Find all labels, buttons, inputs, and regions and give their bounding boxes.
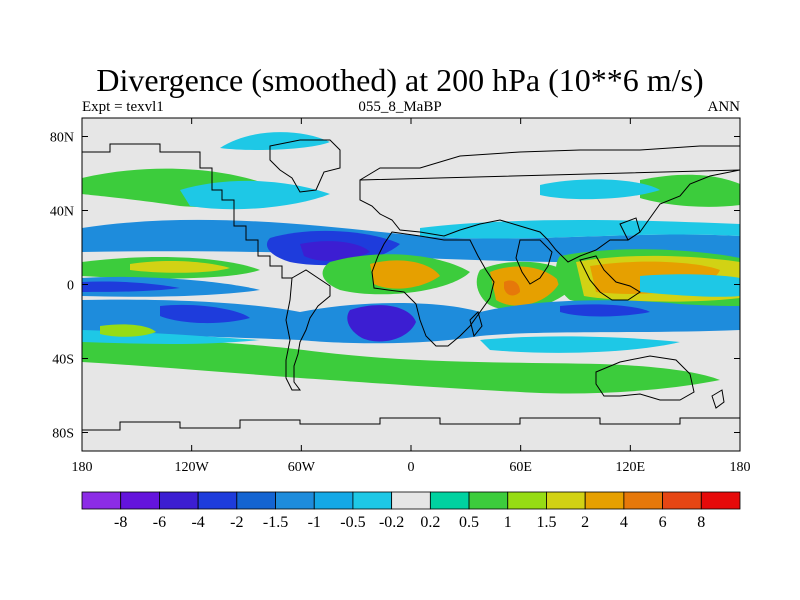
band-nsub-cyan — [420, 220, 740, 239]
colorbar-label: 6 — [659, 514, 667, 531]
y-tick-label: 0 — [67, 279, 74, 294]
colorbar-label: 2 — [581, 514, 589, 531]
band-eq-east-cyan — [640, 274, 740, 297]
colorbar-swatch — [236, 491, 276, 510]
band-north-cyan — [180, 180, 330, 210]
band-eq-india-orange — [490, 266, 560, 306]
band-ssub-darkblue-w — [160, 304, 250, 324]
y-tick-label: 40S — [52, 353, 74, 368]
colorbar-label: -6 — [153, 514, 166, 531]
colorbar-swatch — [197, 491, 238, 510]
band-ssub-darkblue-sa — [347, 305, 416, 342]
y-tick-label: 40N — [50, 205, 74, 220]
colorbar-label: 4 — [620, 514, 628, 531]
coast-greenland — [269, 139, 341, 193]
x-tick-label: 120E — [616, 460, 646, 475]
band-south-cyan-e — [480, 336, 680, 353]
band-eq-india-red — [504, 280, 520, 296]
y-tick-label: 80N — [50, 131, 74, 146]
colorbar-swatch — [662, 491, 702, 510]
coast-india — [515, 239, 553, 285]
contour-fill — [82, 132, 740, 394]
band-eq-africa-orange — [370, 260, 440, 289]
coast-antarctica — [82, 417, 740, 431]
coast-eurasia — [359, 145, 740, 263]
x-tick-label: 0 — [408, 460, 415, 475]
x-tick-label: 120W — [175, 460, 210, 475]
coast-new-zealand — [711, 389, 725, 409]
colorbar-label: -0.2 — [379, 514, 404, 531]
colorbar-swatch — [546, 491, 586, 510]
coast-north-america — [82, 143, 292, 279]
colorbar-swatch — [159, 491, 199, 510]
coast-south-america — [285, 269, 331, 391]
x-tick-label: 180 — [730, 460, 751, 475]
colorbar-label: -2 — [230, 514, 243, 531]
band-south-green — [82, 339, 720, 394]
colorbar-swatch — [313, 491, 354, 510]
coast-africa — [371, 231, 495, 347]
colorbar-swatch — [81, 491, 122, 510]
experiment-label: Expt = texvl1 — [82, 99, 164, 115]
band-nsub-indigo — [300, 241, 370, 261]
band-arctic-blue — [220, 132, 330, 150]
x-axis: 180 120W 60W 0 60E 120E 180 — [72, 118, 751, 475]
band-south-yellow-w — [100, 324, 156, 337]
case-label: 055_8_MaBP — [358, 99, 442, 115]
season-label: ANN — [707, 99, 741, 115]
colorbar-swatch — [352, 491, 393, 510]
coast-madagascar — [469, 311, 483, 338]
x-tick-label: 180 — [72, 460, 93, 475]
x-tick-label: 60E — [509, 460, 532, 475]
colorbar-label: 8 — [697, 514, 705, 531]
colorbar-label: 1 — [504, 514, 512, 531]
coastlines — [82, 139, 740, 431]
colorbar: -8 -6 -4 -2 -1.5 -1 -0.5 -0.2 0.2 0.5 1 1.5 2 4 6 8 — [81, 491, 741, 531]
colorbar-label: 0.2 — [420, 514, 440, 531]
colorbar-swatch — [120, 491, 160, 510]
coast-japan — [619, 217, 641, 241]
map-panel — [81, 117, 741, 452]
y-tick-label: 80S — [52, 427, 74, 442]
x-tick-label: 60W — [288, 460, 316, 475]
colorbar-swatch — [429, 491, 470, 510]
colorbar-swatch — [623, 491, 663, 510]
colorbar-swatch — [468, 491, 509, 510]
band-ne-cyan — [540, 179, 660, 200]
colorbar-label: -1 — [308, 514, 321, 531]
band-ne-green — [640, 174, 740, 207]
colorbar-label: -8 — [114, 514, 127, 531]
colorbar-label: 0.5 — [459, 514, 479, 531]
coast-australia — [595, 355, 695, 401]
colorbar-label: -1.5 — [263, 514, 288, 531]
y-axis: 80N 40N 0 40S 80S — [50, 131, 740, 442]
chart-title: Divergence (smoothed) at 200 hPa (10**6 … — [96, 62, 704, 98]
band-eq-north-yellow — [130, 261, 230, 273]
coast-se-asia — [579, 255, 641, 301]
colorbar-label: -0.5 — [340, 514, 365, 531]
band-ssub-darkblue-e — [560, 304, 650, 317]
band-eq-darkblue — [82, 281, 180, 292]
colorbar-label: 1.5 — [536, 514, 556, 531]
colorbar-label: -4 — [191, 514, 204, 531]
colorbar-swatch — [507, 491, 547, 510]
colorbar-swatch — [275, 491, 315, 510]
colorbar-swatch — [584, 491, 625, 510]
colorbar-swatch — [391, 491, 431, 510]
colorbar-swatch — [700, 491, 741, 510]
